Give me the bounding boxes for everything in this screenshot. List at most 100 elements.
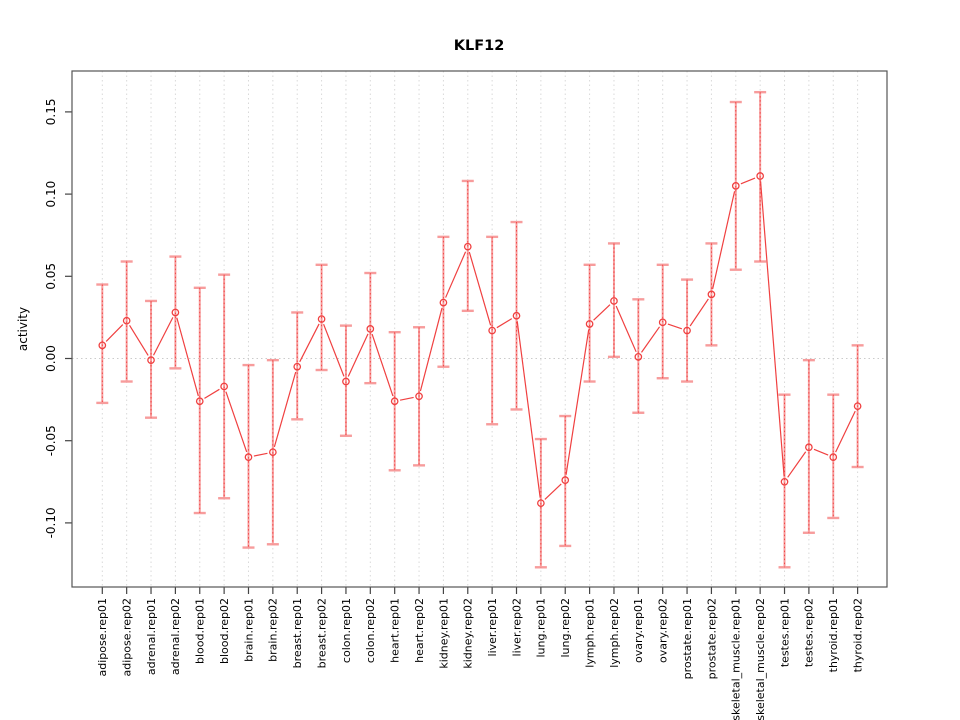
data-point-ovary.rep01 bbox=[634, 353, 643, 361]
chart-title: KLF12 bbox=[454, 38, 505, 54]
x-tick-label-heart.rep01: heart.rep01 bbox=[389, 598, 402, 663]
x-tick-label-thyroid.rep02: thyroid.rep02 bbox=[851, 598, 864, 672]
x-tick-label-ovary.rep01: ovary.rep01 bbox=[632, 598, 645, 663]
data-point-skeletal_muscle.rep02 bbox=[756, 172, 765, 180]
data-point-brain.rep01 bbox=[244, 453, 253, 461]
y-tick-label-0.15: 0.15 bbox=[44, 99, 58, 126]
data-point-testes.rep01 bbox=[780, 477, 789, 486]
data-point-adrenal.rep02 bbox=[171, 308, 180, 317]
x-tick-label-lung.rep02: lung.rep02 bbox=[559, 598, 572, 658]
data-point-prostate.rep02 bbox=[707, 290, 716, 299]
x-tick-label-ovary.rep02: ovary.rep02 bbox=[657, 598, 670, 663]
series-segment-12 bbox=[371, 333, 394, 397]
data-point-blood.rep02 bbox=[220, 382, 228, 391]
data-point-thyroid.rep02 bbox=[853, 402, 862, 411]
x-tick-label-blood.rep01: blood.rep01 bbox=[194, 598, 207, 664]
series-segment-21 bbox=[593, 304, 611, 321]
x-tick-label-kidney.rep02: kidney.rep02 bbox=[462, 598, 475, 669]
data-point-adrenal.rep01 bbox=[147, 356, 155, 364]
x-tick-label-lymph.rep02: lymph.rep02 bbox=[608, 598, 621, 668]
data-point-breast.rep02 bbox=[317, 315, 326, 323]
series-segment-16 bbox=[468, 251, 492, 326]
series-segment-14 bbox=[419, 307, 443, 392]
plot-area-border bbox=[71, 70, 888, 588]
data-point-adipose.rep01 bbox=[98, 341, 107, 350]
series-segment-15 bbox=[445, 251, 467, 298]
series-segment-24 bbox=[667, 323, 683, 330]
error-bars bbox=[96, 90, 864, 569]
y-tick-label-0.05: 0.05 bbox=[44, 263, 58, 290]
series-segment-30 bbox=[813, 448, 829, 456]
data-point-colon.rep02 bbox=[366, 325, 375, 333]
series-connecting-line bbox=[105, 177, 856, 500]
x-tick-label-colon.rep01: colon.rep01 bbox=[340, 598, 353, 663]
series-segment-2 bbox=[129, 325, 149, 356]
x-tick-label-liver.rep01: liver.rep01 bbox=[486, 598, 499, 656]
series-points bbox=[98, 172, 862, 508]
series-segment-22 bbox=[615, 305, 637, 353]
x-tick-label-adrenal.rep02: adrenal.rep02 bbox=[169, 598, 182, 675]
y-axis-label: activity bbox=[16, 307, 30, 351]
y-tick-label-0.00: 0.00 bbox=[44, 345, 58, 372]
data-point-testes.rep02 bbox=[805, 443, 813, 452]
x-tick-label-brain.rep02: brain.rep02 bbox=[267, 598, 280, 662]
x-tick-label-skeletal_muscle.rep01: skeletal_muscle.rep01 bbox=[730, 598, 743, 720]
series-segment-10 bbox=[323, 323, 345, 377]
data-point-liver.rep01 bbox=[488, 326, 496, 335]
series-segment-27 bbox=[740, 177, 756, 185]
series-segment-6 bbox=[225, 391, 248, 453]
x-tick-label-skeletal_muscle.rep02: skeletal_muscle.rep02 bbox=[754, 598, 767, 720]
y-tick-label-0.10: 0.10 bbox=[44, 181, 58, 208]
data-point-prostate.rep01 bbox=[683, 326, 691, 335]
x-tick-label-testes.rep02: testes.rep02 bbox=[803, 598, 816, 667]
series-segment-19 bbox=[544, 483, 562, 500]
data-point-blood.rep01 bbox=[195, 397, 204, 406]
data-point-heart.rep02 bbox=[415, 392, 423, 401]
x-tick-label-adipose.rep01: adipose.rep01 bbox=[96, 598, 109, 677]
x-tick-label-colon.rep02: colon.rep02 bbox=[364, 598, 377, 663]
series-segment-29 bbox=[787, 451, 807, 478]
data-point-kidney.rep02 bbox=[463, 242, 472, 251]
x-tick-label-lung.rep01: lung.rep01 bbox=[535, 598, 548, 658]
series-segment-7 bbox=[253, 452, 268, 457]
x-tick-label-prostate.rep01: prostate.rep01 bbox=[681, 598, 694, 679]
data-point-heart.rep01 bbox=[390, 397, 399, 406]
series-segment-31 bbox=[835, 410, 856, 453]
data-point-lung.rep02 bbox=[561, 476, 570, 485]
data-point-adipose.rep02 bbox=[122, 316, 131, 325]
y-tick-label--0.10: -0.10 bbox=[44, 507, 58, 538]
axes: 0.15 0.10 0.05 0.00 -0.05 -0.10 adipose.rep01 a… bbox=[44, 99, 864, 720]
data-point-breast.rep01 bbox=[293, 362, 302, 371]
data-point-lymph.rep01 bbox=[585, 320, 594, 328]
x-tick-label-prostate.rep02: prostate.rep02 bbox=[705, 598, 718, 679]
x-tick-label-blood.rep02: blood.rep02 bbox=[218, 598, 231, 664]
data-point-lymph.rep02 bbox=[610, 297, 618, 305]
data-point-colon.rep01 bbox=[342, 377, 350, 386]
data-point-kidney.rep01 bbox=[439, 298, 448, 307]
series-segment-20 bbox=[565, 329, 590, 475]
x-tick-label-brain.rep01: brain.rep01 bbox=[242, 598, 255, 662]
data-point-lung.rep01 bbox=[537, 499, 545, 508]
series-segment-3 bbox=[152, 317, 174, 356]
data-point-skeletal_muscle.rep01 bbox=[731, 182, 740, 190]
series-segment-26 bbox=[712, 191, 736, 290]
x-tick-label-adipose.rep02: adipose.rep02 bbox=[121, 598, 134, 677]
x-tick-label-kidney.rep01: kidney.rep01 bbox=[437, 598, 450, 669]
grid-lines bbox=[101, 71, 859, 587]
series-segment-11 bbox=[347, 333, 369, 377]
y-tick-label--0.05: -0.05 bbox=[44, 425, 58, 456]
series-segment-9 bbox=[299, 323, 320, 363]
x-tick-label-breast.rep01: breast.rep01 bbox=[291, 598, 304, 668]
x-tick-label-testes.rep01: testes.rep01 bbox=[778, 598, 791, 667]
series-segment-1 bbox=[105, 324, 124, 342]
series-segment-17 bbox=[496, 318, 513, 329]
x-tick-label-breast.rep02: breast.rep02 bbox=[315, 598, 328, 668]
x-tick-label-adrenal.rep01: adrenal.rep01 bbox=[145, 598, 158, 675]
series-segment-23 bbox=[641, 326, 661, 353]
data-point-thyroid.rep01 bbox=[829, 453, 838, 461]
series-segment-25 bbox=[689, 298, 709, 327]
series-segment-4 bbox=[176, 317, 199, 397]
data-point-ovary.rep02 bbox=[658, 318, 667, 327]
data-point-liver.rep02 bbox=[512, 311, 521, 320]
